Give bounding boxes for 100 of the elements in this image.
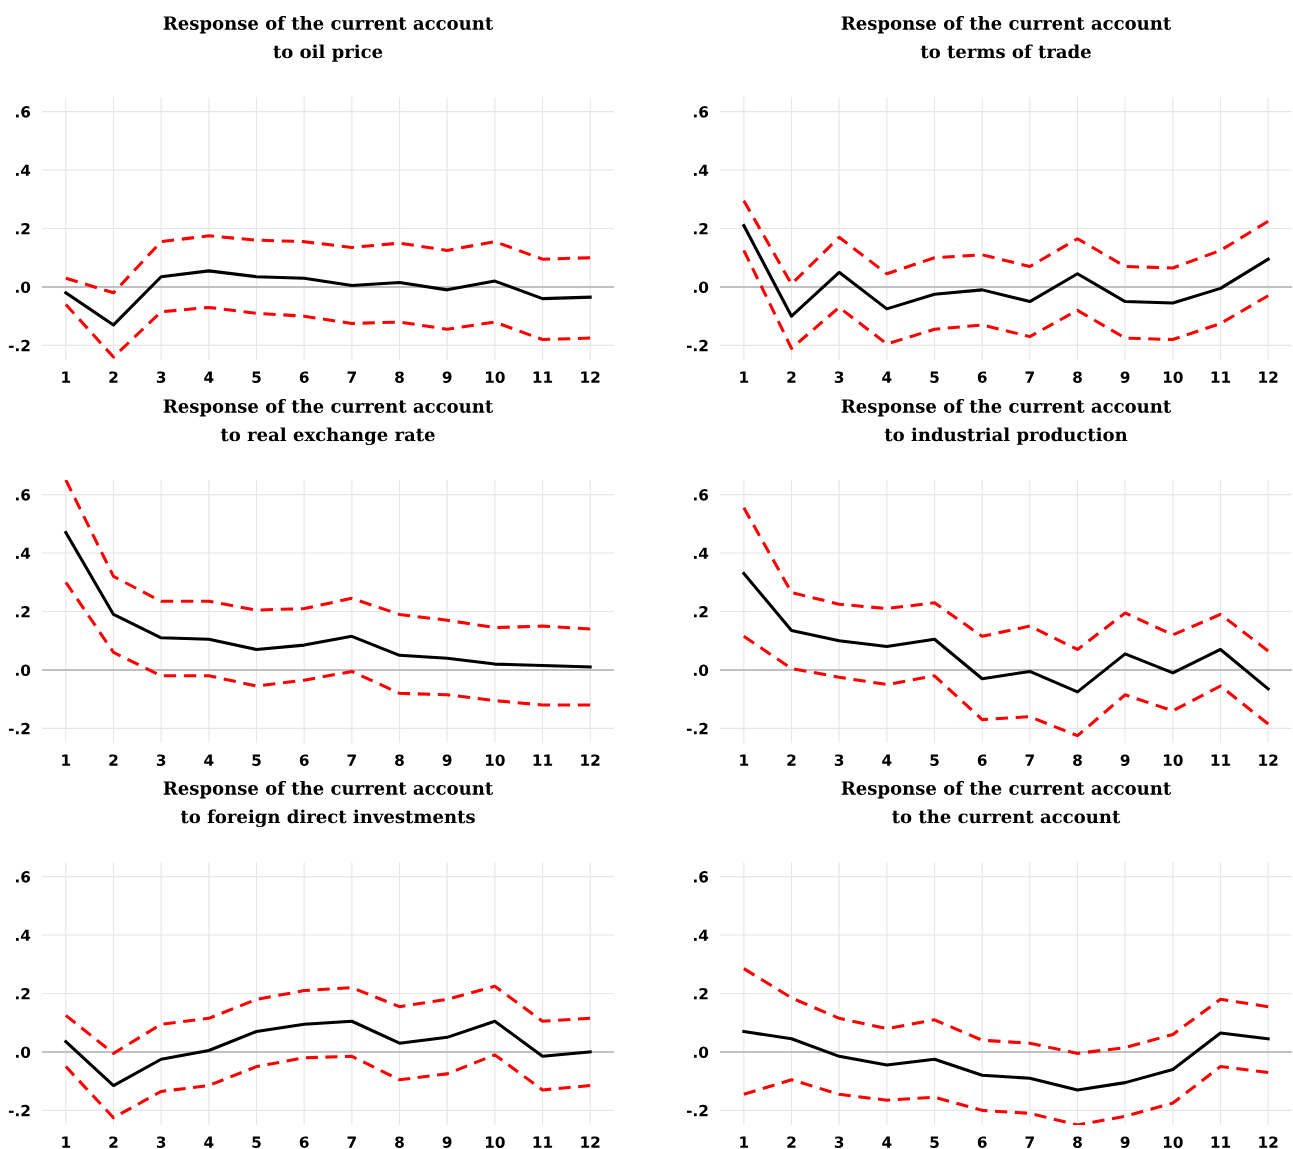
line-series <box>742 1029 1270 1092</box>
x-tick-label: 6 <box>977 754 987 766</box>
line-series <box>742 571 1270 694</box>
x-tick-label: 9 <box>1120 754 1130 766</box>
x-tick-label: 4 <box>882 754 892 766</box>
x-tick-label: 11 <box>1211 1136 1231 1148</box>
x-tick-label: 10 <box>1163 371 1183 383</box>
line-series <box>64 480 592 631</box>
chart-title: Response of the current account to terms of trade <box>841 15 1172 59</box>
y-tick-label: .2 <box>694 222 708 235</box>
line-series <box>64 580 592 707</box>
x-tick-label: 7 <box>1025 1136 1034 1148</box>
y-tick-label: -.2 <box>686 339 708 352</box>
y-tick-label: -.2 <box>8 1104 30 1117</box>
x-tick-label: 11 <box>1211 371 1231 383</box>
x-tick-label: 9 <box>442 754 452 766</box>
x-tick-label: 4 <box>204 754 214 766</box>
x-tick-label: 8 <box>395 371 404 383</box>
x-tick-label: 2 <box>787 371 796 383</box>
x-tick-label: 4 <box>204 371 214 383</box>
y-tick-label: .4 <box>16 164 31 176</box>
x-tick-label: 5 <box>930 1136 939 1148</box>
x-tick-label: 5 <box>252 754 261 766</box>
y-tick-label: -.2 <box>686 722 708 735</box>
x-tick-label: 6 <box>977 1136 987 1148</box>
x-tick-label: 8 <box>1073 754 1082 766</box>
x-tick-label: 1 <box>740 371 749 383</box>
y-tick-label: .4 <box>694 164 709 176</box>
chart-title: Response of the current account to the current account <box>841 780 1172 824</box>
x-tick-label: 5 <box>252 371 261 383</box>
x-tick-label: 9 <box>442 1136 452 1148</box>
y-tick-label: .4 <box>694 929 709 941</box>
x-tick-label: 2 <box>109 754 118 766</box>
x-tick-label: 2 <box>109 371 118 383</box>
x-tick-label: 12 <box>1259 1136 1278 1148</box>
y-tick-label: .6 <box>16 489 31 501</box>
x-tick-label: 7 <box>347 1136 356 1148</box>
x-tick-label: 3 <box>156 371 166 383</box>
y-tick-label: .0 <box>16 664 31 676</box>
y-tick-label: .4 <box>16 547 31 559</box>
x-tick-label: 11 <box>533 1136 553 1148</box>
y-tick-label: .2 <box>694 987 708 1000</box>
chart-title: Response of the current account to foreign direct investments <box>163 780 494 828</box>
x-tick-label: 4 <box>882 1136 892 1148</box>
x-tick-label: 12 <box>581 371 600 383</box>
line-series <box>742 634 1270 738</box>
y-tick-label: .2 <box>16 987 30 1000</box>
x-tick-label: 10 <box>485 371 505 383</box>
x-tick-label: 11 <box>1211 754 1231 766</box>
y-tick-label: .2 <box>16 605 30 618</box>
y-tick-label: .2 <box>16 222 30 235</box>
x-tick-label: 1 <box>62 1136 71 1148</box>
x-tick-label: 3 <box>156 754 166 766</box>
y-tick-label: .0 <box>694 1046 709 1058</box>
x-tick-label: 9 <box>1120 371 1130 383</box>
x-tick-label: 4 <box>882 371 892 383</box>
x-tick-label: 8 <box>1073 1136 1082 1148</box>
x-tick-label: 7 <box>1025 371 1034 383</box>
x-tick-label: 11 <box>533 371 553 383</box>
y-tick-label: .6 <box>16 106 31 118</box>
x-tick-label: 3 <box>834 371 844 383</box>
x-tick-label: 3 <box>834 1136 844 1148</box>
x-tick-label: 5 <box>930 371 939 383</box>
chart-title: Response of the current account to real exchange rate <box>163 398 494 446</box>
line-series <box>64 1053 592 1120</box>
x-tick-label: 1 <box>740 1136 749 1148</box>
y-tick-label: .4 <box>16 929 31 941</box>
y-tick-label: .0 <box>694 664 709 676</box>
x-tick-label: 6 <box>299 1136 309 1148</box>
x-tick-label: 5 <box>930 754 939 766</box>
x-tick-label: 6 <box>977 371 987 383</box>
x-tick-label: 8 <box>395 754 404 766</box>
y-tick-label: .6 <box>694 489 709 501</box>
y-tick-label: .2 <box>694 605 708 618</box>
line-series <box>64 269 592 327</box>
x-tick-label: 6 <box>299 371 309 383</box>
x-tick-label: 3 <box>834 754 844 766</box>
x-tick-label: 9 <box>1120 1136 1130 1148</box>
x-tick-label: 12 <box>1259 754 1278 766</box>
x-tick-label: 10 <box>1163 754 1183 766</box>
x-tick-label: 1 <box>62 371 71 383</box>
y-tick-label: -.2 <box>8 722 30 735</box>
chart-title: Response of the current account to industrial production <box>841 398 1172 445</box>
y-tick-label: .6 <box>694 106 709 118</box>
x-tick-label: 11 <box>533 754 553 766</box>
x-tick-label: 2 <box>109 1136 118 1148</box>
line-series <box>64 984 592 1055</box>
line-series <box>64 1019 592 1088</box>
x-tick-label: 6 <box>299 754 309 766</box>
line-series <box>742 1065 1270 1125</box>
x-tick-label: 3 <box>156 1136 166 1148</box>
chart-title: Response of the current account to oil price <box>163 15 494 62</box>
y-tick-label: -.2 <box>686 1104 708 1117</box>
x-tick-label: 8 <box>1073 371 1082 383</box>
y-tick-label: -.2 <box>8 339 30 352</box>
y-tick-label: .0 <box>694 281 709 293</box>
y-tick-label: .6 <box>694 871 709 883</box>
x-tick-label: 12 <box>581 1136 600 1148</box>
y-tick-label: .0 <box>16 281 31 293</box>
x-tick-label: 1 <box>740 754 749 766</box>
